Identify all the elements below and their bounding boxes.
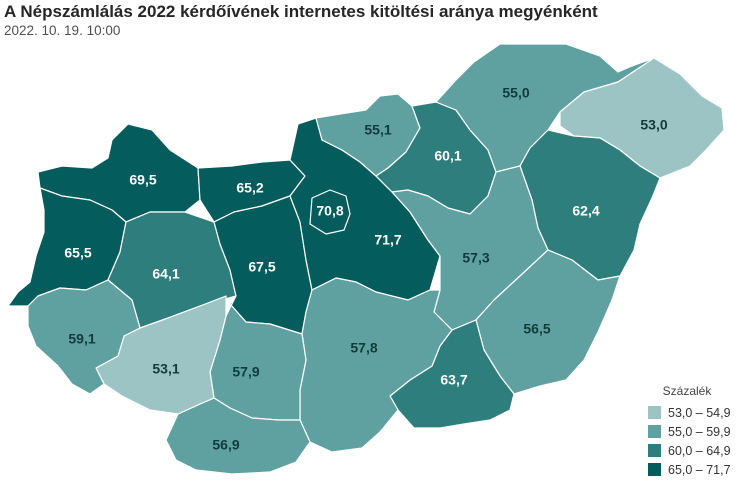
value-label-nograd: 55,1 [364, 122, 391, 138]
county-zala[interactable] [27, 279, 141, 395]
legend-item-label: 65,0 – 71,7 [668, 462, 731, 477]
value-label-baranya: 56,9 [212, 437, 239, 453]
value-label-heves: 60,1 [434, 148, 461, 164]
value-label-gyor-moson-sopron: 69,5 [129, 172, 156, 188]
value-label-bacs-kiskun: 57,8 [350, 340, 377, 356]
legend-item: 53,0 – 54,9 [648, 403, 740, 422]
value-label-borsod-abauj-zemplen: 55,0 [502, 85, 529, 101]
legend-item: 60,0 – 64,9 [648, 441, 740, 460]
legend: Százalék 53,0 – 54,9 55,0 – 59,9 60,0 – … [648, 384, 740, 479]
value-label-budapest: 70,8 [316, 203, 343, 219]
value-label-hajdu-bihar: 62,4 [572, 203, 599, 219]
value-label-somogy: 53,1 [152, 361, 179, 377]
county-szabolcs-szatmar-bereg[interactable] [559, 57, 725, 179]
value-label-jasz-nagykun-szolnok: 57,3 [462, 250, 489, 266]
legend-swatch [648, 463, 661, 476]
county-bekes[interactable] [475, 249, 621, 395]
legend-swatch [648, 406, 661, 419]
value-label-bekes: 56,5 [523, 321, 550, 337]
legend-item: 65,0 – 71,7 [648, 460, 740, 479]
value-label-komarom-esztergom: 65,2 [236, 180, 263, 196]
legend-item-label: 60,0 – 64,9 [668, 443, 731, 458]
value-label-vas: 65,5 [64, 245, 91, 261]
map-title: A Népszámlálás 2022 kérdőívének internet… [4, 2, 598, 21]
legend-item-label: 55,0 – 59,9 [668, 424, 731, 439]
county-budapest[interactable] [309, 189, 351, 235]
value-label-szabolcs-szatmar-bereg: 53,0 [640, 117, 667, 133]
value-label-csongrad-csanad: 63,7 [440, 372, 467, 388]
legend-item-label: 53,0 – 54,9 [668, 405, 731, 420]
value-label-veszprem: 64,1 [152, 266, 179, 282]
legend-swatch [648, 425, 661, 438]
legend-swatch [648, 444, 661, 457]
map-subtitle: 2022. 10. 19. 10:00 [4, 23, 121, 38]
value-label-tolna: 57,9 [232, 364, 259, 380]
value-label-zala: 59,1 [68, 331, 95, 347]
legend-title: Százalék [662, 384, 712, 398]
value-label-fejer: 67,5 [248, 259, 275, 275]
legend-item: 55,0 – 59,9 [648, 422, 740, 441]
value-label-pest: 71,7 [374, 232, 401, 248]
county-baranya[interactable] [165, 397, 311, 475]
